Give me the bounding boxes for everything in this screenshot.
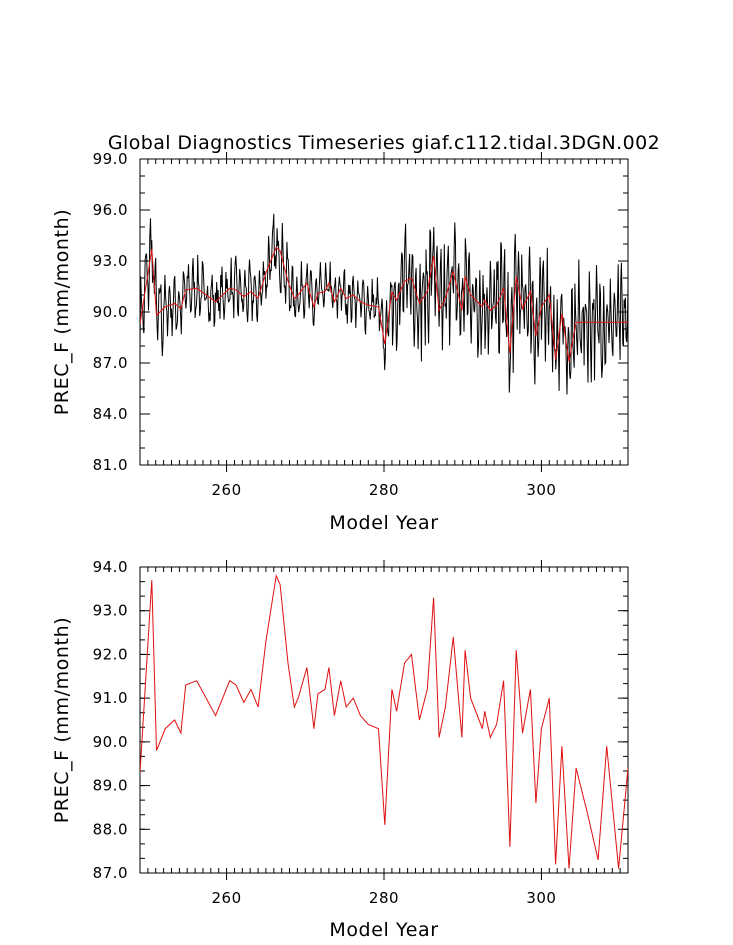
y-tick-label: 92.0	[93, 645, 128, 663]
y-tick-label: 96.0	[93, 201, 128, 219]
minor-ticks-top	[139, 158, 629, 466]
series-line-annual-mean-top	[140, 246, 628, 362]
y-tick-label: 88.0	[93, 820, 128, 838]
chart-panel-bottom: 260 280 300 87.0 88.0 89.0 90.0 91.0 92.0 93.0 94…	[51, 558, 629, 941]
x-tick-label: 280	[369, 889, 399, 907]
y-tick-label: 94.0	[93, 558, 128, 576]
x-tick-label: 280	[369, 481, 399, 499]
x-axis-label-top: Model Year	[329, 512, 438, 534]
x-axis-label-bottom: Model Year	[329, 919, 438, 941]
y-tick-label: 84.0	[93, 405, 128, 423]
chart-panel-top: 260 280 300 81.0 84.0 87.0 90.0 93.0 96.0 99.0 M…	[51, 150, 629, 534]
figure-title: Global Diagnostics Timeseries giaf.c112.…	[108, 132, 660, 154]
series-line-monthly-top	[140, 213, 628, 395]
y-tick-label: 93.0	[93, 252, 128, 270]
y-tick-label: 99.0	[93, 150, 128, 168]
minor-ticks-bottom	[139, 566, 629, 874]
y-axis-label-bottom: PREC_F (mm/month)	[51, 617, 73, 824]
y-tick-label: 90.0	[93, 733, 128, 751]
y-tick-label: 87.0	[93, 864, 128, 882]
plot-frame-top	[139, 158, 629, 466]
y-axis-label-top: PREC_F (mm/month)	[51, 209, 73, 416]
x-tick-label: 300	[526, 481, 556, 499]
y-tick-label: 91.0	[93, 689, 128, 707]
y-tick-label: 87.0	[93, 354, 128, 372]
y-tick-label: 93.0	[93, 602, 128, 620]
y-tick-label: 90.0	[93, 303, 128, 321]
x-tick-label: 260	[212, 889, 242, 907]
y-tick-label: 81.0	[93, 456, 128, 474]
x-tick-label: 260	[212, 481, 242, 499]
series-line-annual-mean-bottom	[140, 573, 628, 869]
y-tick-label: 89.0	[93, 777, 128, 795]
x-tick-label: 300	[526, 889, 556, 907]
plot-frame-bottom	[139, 566, 629, 874]
